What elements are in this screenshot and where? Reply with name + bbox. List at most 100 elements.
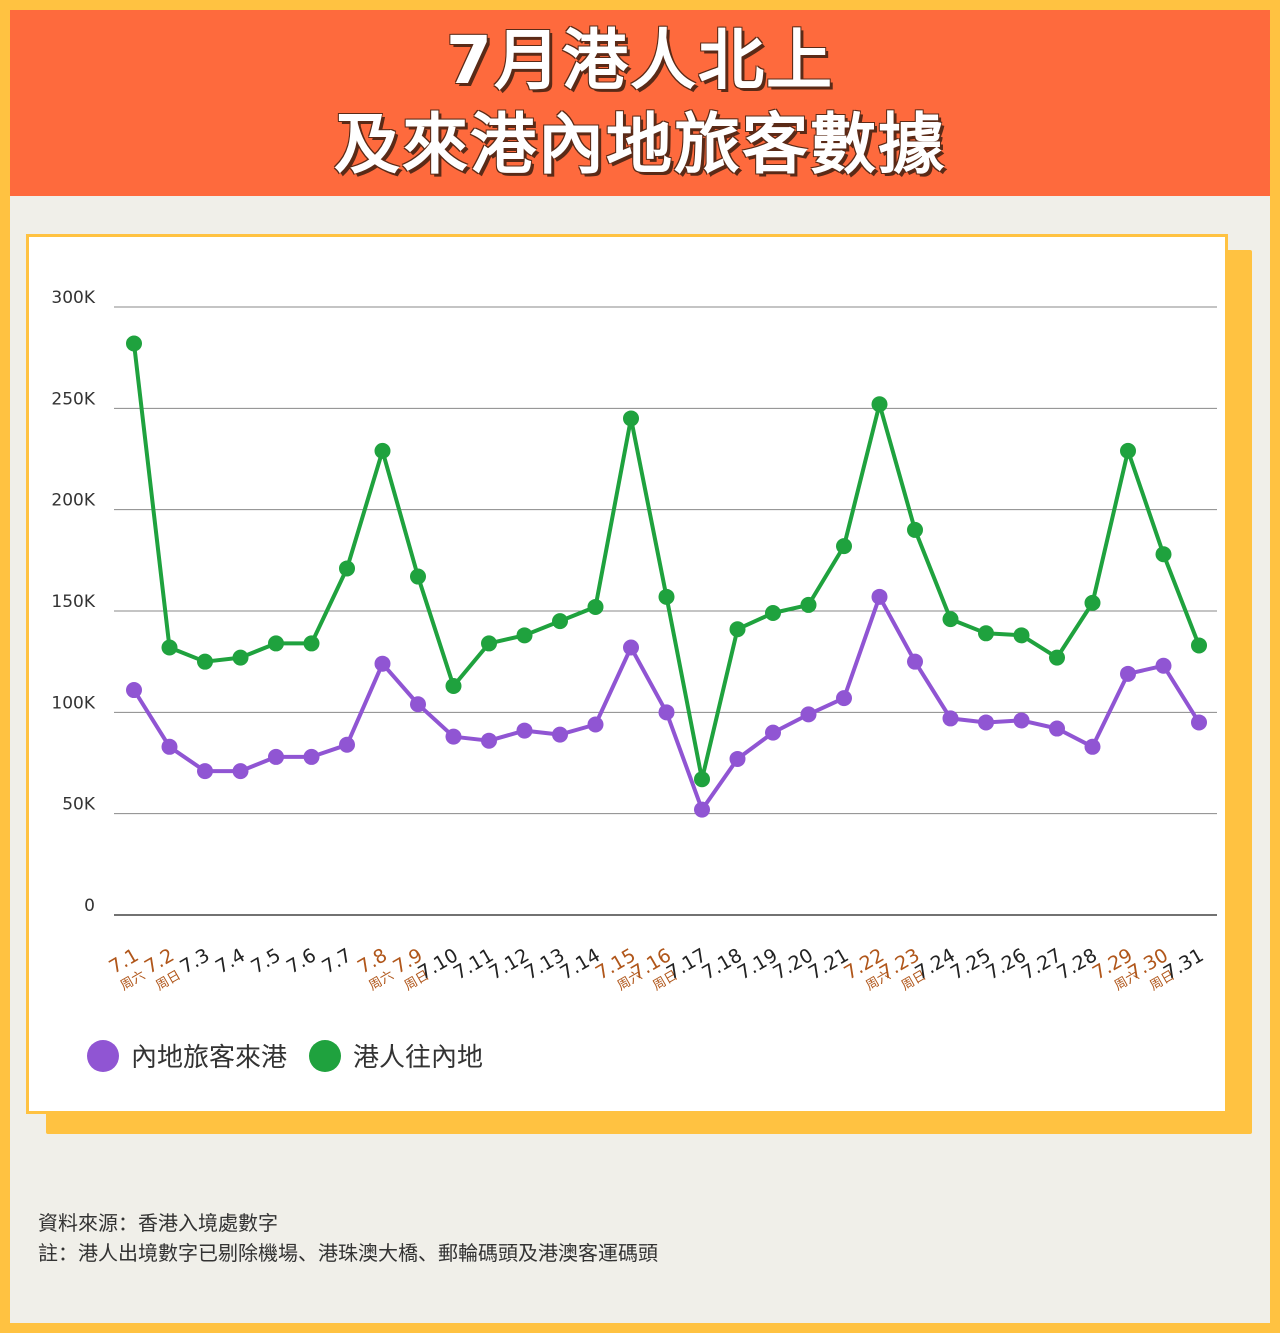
data-point	[1084, 738, 1101, 755]
data-point	[268, 635, 284, 652]
series-line-0	[132, 594, 1201, 812]
data-point	[587, 598, 604, 615]
data-point	[126, 682, 142, 699]
source-note: 資料來源：香港入境處數字	[38, 1211, 278, 1235]
data-point	[1120, 665, 1136, 682]
data-point	[765, 724, 781, 741]
data-point	[765, 605, 781, 622]
x-axis-ticks: 7.1周六7.2周日7.37.47.57.67.77.8周六7.9周日7.107…	[105, 944, 1208, 994]
data-point	[1049, 649, 1065, 666]
x-tick-label: 7.6	[283, 944, 320, 978]
chart-card: 0 50K 100K 150K 200K 250K 300K 7.1 周六 7.2 周日 7.3 7.…	[26, 234, 1228, 1114]
data-point	[268, 748, 284, 765]
data-point	[1155, 657, 1172, 674]
y-tick-label: 100K	[51, 693, 95, 713]
data-point	[871, 396, 888, 413]
data-point	[1049, 720, 1065, 737]
data-point	[836, 690, 852, 707]
data-point	[232, 763, 249, 780]
x-tick-label: 7.4	[212, 944, 249, 978]
legend-item-hk: 港人往內地	[309, 1037, 483, 1074]
legend-item-mainland: 內地旅客來港	[87, 1037, 287, 1074]
data-point	[410, 696, 426, 713]
x-tick: 7.1周六	[105, 944, 148, 994]
y-axis-ticks: 0 50K 100K 150K 200K 250K 300K	[51, 288, 95, 916]
data-point	[161, 639, 178, 656]
legend-label-mainland: 內地旅客來港	[131, 1043, 288, 1073]
data-point	[161, 738, 178, 755]
legend: 內地旅客來港 港人往內地	[87, 1037, 505, 1074]
data-point	[197, 653, 213, 670]
data-point	[126, 335, 142, 352]
data-point	[942, 710, 959, 727]
data-point	[1084, 594, 1101, 611]
x-tick: 7.2周日	[141, 944, 184, 994]
data-point	[516, 722, 533, 739]
data-point	[871, 588, 888, 605]
data-point	[729, 750, 746, 767]
exclusion-note: 註：港人出境數字已剔除機場、港珠澳大橋、郵輪碼頭及港澳客運碼頭	[38, 1241, 658, 1265]
data-point	[339, 560, 355, 577]
legend-label-hk: 港人往內地	[353, 1043, 484, 1073]
x-tick-label: 7.5	[247, 944, 284, 978]
data-point	[374, 442, 391, 459]
data-point	[658, 704, 675, 721]
legend-swatch-hk	[309, 1039, 342, 1072]
data-point	[339, 736, 355, 753]
x-tick: 7.6	[283, 944, 320, 978]
x-tick: 7.5	[247, 944, 284, 978]
x-tick-label: 7.3	[176, 944, 213, 978]
data-point	[445, 677, 462, 694]
y-tick-label: 250K	[51, 389, 95, 409]
data-point	[978, 625, 994, 642]
data-point	[303, 748, 320, 765]
data-point	[552, 613, 568, 630]
y-tick-label: 50K	[62, 795, 96, 815]
y-tick-label: 0	[84, 896, 95, 916]
footnotes: 資料來源：香港入境處數字 註：港人出境數字已剔除機場、港珠澳大橋、郵輪碼頭及港澳…	[38, 1208, 658, 1268]
x-tick: 7.31	[1160, 944, 1208, 984]
data-point	[907, 521, 923, 538]
x-tick-label: 7.7	[318, 944, 355, 978]
title-line-1: 7月港人北上	[446, 22, 834, 99]
x-tick: 7.4	[212, 944, 249, 978]
data-point	[1013, 627, 1030, 644]
data-point	[587, 716, 604, 733]
data-point	[1013, 712, 1030, 729]
data-point	[197, 763, 213, 780]
data-point	[481, 635, 497, 652]
data-point	[410, 568, 426, 585]
data-point	[623, 410, 639, 427]
x-tick: 7.8周六	[354, 944, 397, 994]
x-tick: 7.7	[318, 944, 355, 978]
data-point	[481, 732, 497, 749]
data-point	[303, 635, 320, 652]
data-point	[445, 728, 462, 745]
data-point	[907, 653, 923, 670]
y-tick-label: 300K	[51, 288, 95, 308]
data-point	[374, 655, 391, 672]
data-point	[978, 714, 994, 731]
legend-swatch-mainland	[87, 1039, 119, 1072]
data-point	[942, 611, 959, 628]
title-line-2: 及來港內地旅客數據	[334, 106, 946, 183]
data-point	[1155, 546, 1172, 563]
data-point	[800, 596, 817, 613]
data-point	[1191, 637, 1207, 654]
data-point	[694, 801, 710, 818]
series-points	[126, 335, 1207, 818]
data-point	[552, 726, 568, 743]
data-point	[1120, 442, 1136, 459]
y-tick-label: 200K	[51, 491, 95, 511]
data-point	[694, 771, 710, 788]
title-banner: 7月港人北上 及來港內地旅客數據	[10, 10, 1270, 196]
data-point	[516, 627, 533, 644]
data-point	[623, 639, 639, 656]
data-point	[836, 538, 852, 555]
data-point	[800, 706, 817, 723]
data-point	[729, 621, 746, 638]
series-lines	[132, 343, 1201, 812]
x-tick-label: 7.31	[1160, 944, 1208, 984]
